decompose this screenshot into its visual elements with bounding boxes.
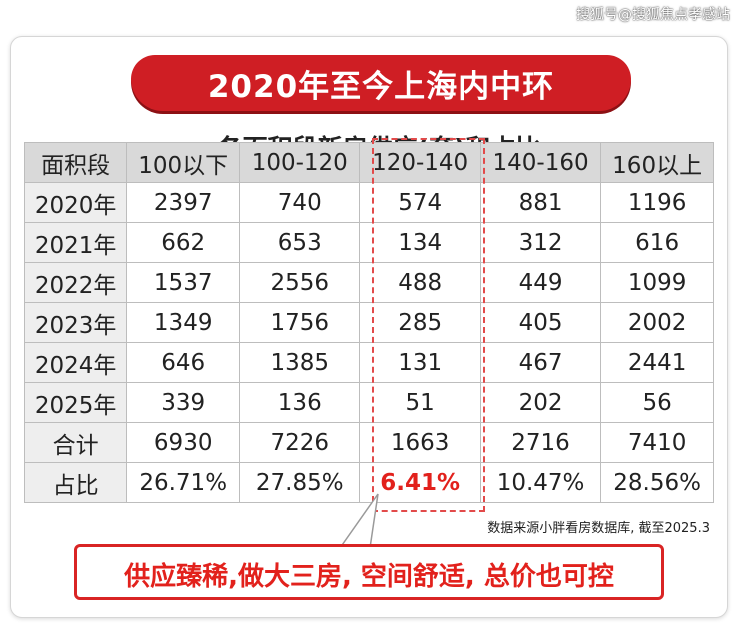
table-cell: 285 bbox=[359, 302, 481, 343]
row-label: 合计 bbox=[23, 422, 128, 463]
table-cell: 2002 bbox=[600, 302, 714, 343]
table-cell: 7226 bbox=[239, 422, 361, 463]
table-cell: 131 bbox=[359, 342, 481, 383]
table-cell: 6930 bbox=[126, 422, 241, 463]
table-cell: 405 bbox=[479, 302, 602, 343]
table-row-total: 合计 6930 7226 1663 2716 7410 bbox=[23, 422, 714, 463]
header-cell-over160: 160以上 bbox=[600, 142, 714, 183]
table-row: 2020年 2397 740 574 881 1196 bbox=[23, 182, 714, 223]
table-cell: 2397 bbox=[126, 182, 241, 223]
table-cell: 574 bbox=[359, 182, 481, 223]
table-cell: 1099 bbox=[600, 262, 714, 303]
table-cell: 27.85% bbox=[239, 462, 361, 503]
table-cell: 1196 bbox=[600, 182, 714, 223]
table-cell: 1537 bbox=[126, 262, 241, 303]
table-cell: 881 bbox=[479, 182, 602, 223]
table-cell: 1756 bbox=[239, 302, 361, 343]
table-row-share: 占比 26.71% 27.85% 6.41% 10.47% 28.56% bbox=[23, 462, 714, 503]
table-cell: 646 bbox=[126, 342, 241, 383]
table-cell: 2556 bbox=[239, 262, 361, 303]
header-cell-100-120: 100-120 bbox=[239, 142, 361, 183]
table-cell: 449 bbox=[479, 262, 602, 303]
table-cell: 662 bbox=[126, 222, 241, 263]
row-label: 2022年 bbox=[23, 262, 128, 303]
table-cell: 312 bbox=[479, 222, 602, 263]
table-cell: 339 bbox=[126, 382, 241, 423]
row-label: 占比 bbox=[23, 462, 128, 503]
table-cell: 653 bbox=[239, 222, 361, 263]
table-row: 2024年 646 1385 131 467 2441 bbox=[23, 342, 714, 383]
table-cell: 26.71% bbox=[126, 462, 241, 503]
table-cell: 134 bbox=[359, 222, 481, 263]
table-header-row: 面积段 100以下 100-120 120-140 140-160 160以上 bbox=[23, 142, 714, 183]
table-cell: 488 bbox=[359, 262, 481, 303]
header-cell-area: 面积段 bbox=[23, 142, 128, 183]
table-cell: 1349 bbox=[126, 302, 241, 343]
header-cell-under100: 100以下 bbox=[126, 142, 241, 183]
table-cell: 28.56% bbox=[600, 462, 714, 503]
table-cell: 202 bbox=[479, 382, 602, 423]
table-cell: 7410 bbox=[600, 422, 714, 463]
row-label: 2025年 bbox=[23, 382, 128, 423]
callout-box: 供应臻稀,做大三房, 空间舒适, 总价也可控 bbox=[74, 544, 664, 600]
table-row: 2022年 1537 2556 488 449 1099 bbox=[23, 262, 714, 303]
table-cell: 136 bbox=[239, 382, 361, 423]
watermark-text: 搜狐号@搜狐焦点孝感站 bbox=[576, 7, 730, 23]
table-cell: 1663 bbox=[359, 422, 481, 463]
table-cell: 616 bbox=[600, 222, 714, 263]
table-cell: 740 bbox=[239, 182, 361, 223]
header-cell-140-160: 140-160 bbox=[479, 142, 602, 183]
supply-table: 面积段 100以下 100-120 120-140 140-160 160以上 … bbox=[23, 142, 714, 503]
title-banner: 2020年至今上海内中环 bbox=[131, 55, 631, 111]
table-cell: 467 bbox=[479, 342, 602, 383]
table-cell: 1385 bbox=[239, 342, 361, 383]
callout-pointer bbox=[339, 493, 379, 548]
table-cell: 56 bbox=[600, 382, 714, 423]
table-row: 2021年 662 653 134 312 616 bbox=[23, 222, 714, 263]
row-label: 2021年 bbox=[23, 222, 128, 263]
table-row: 2023年 1349 1756 285 405 2002 bbox=[23, 302, 714, 343]
page-title: 2020年至今上海内中环 bbox=[207, 69, 555, 105]
table-cell: 2441 bbox=[600, 342, 714, 383]
table-row: 2025年 339 136 51 202 56 bbox=[23, 382, 714, 423]
row-label: 2020年 bbox=[23, 182, 128, 223]
table-cell: 51 bbox=[359, 382, 481, 423]
header-cell-120-140: 120-140 bbox=[359, 142, 481, 183]
table-cell: 10.47% bbox=[479, 462, 602, 503]
callout-text: 供应臻稀,做大三房, 空间舒适, 总价也可控 bbox=[124, 562, 614, 592]
source-note: 数据来源小胖看房数据库, 截至2025.3 bbox=[487, 521, 710, 536]
highlighted-share-cell: 6.41% bbox=[359, 462, 481, 503]
table-cell: 2716 bbox=[479, 422, 602, 463]
row-label: 2023年 bbox=[23, 302, 128, 343]
row-label: 2024年 bbox=[23, 342, 128, 383]
